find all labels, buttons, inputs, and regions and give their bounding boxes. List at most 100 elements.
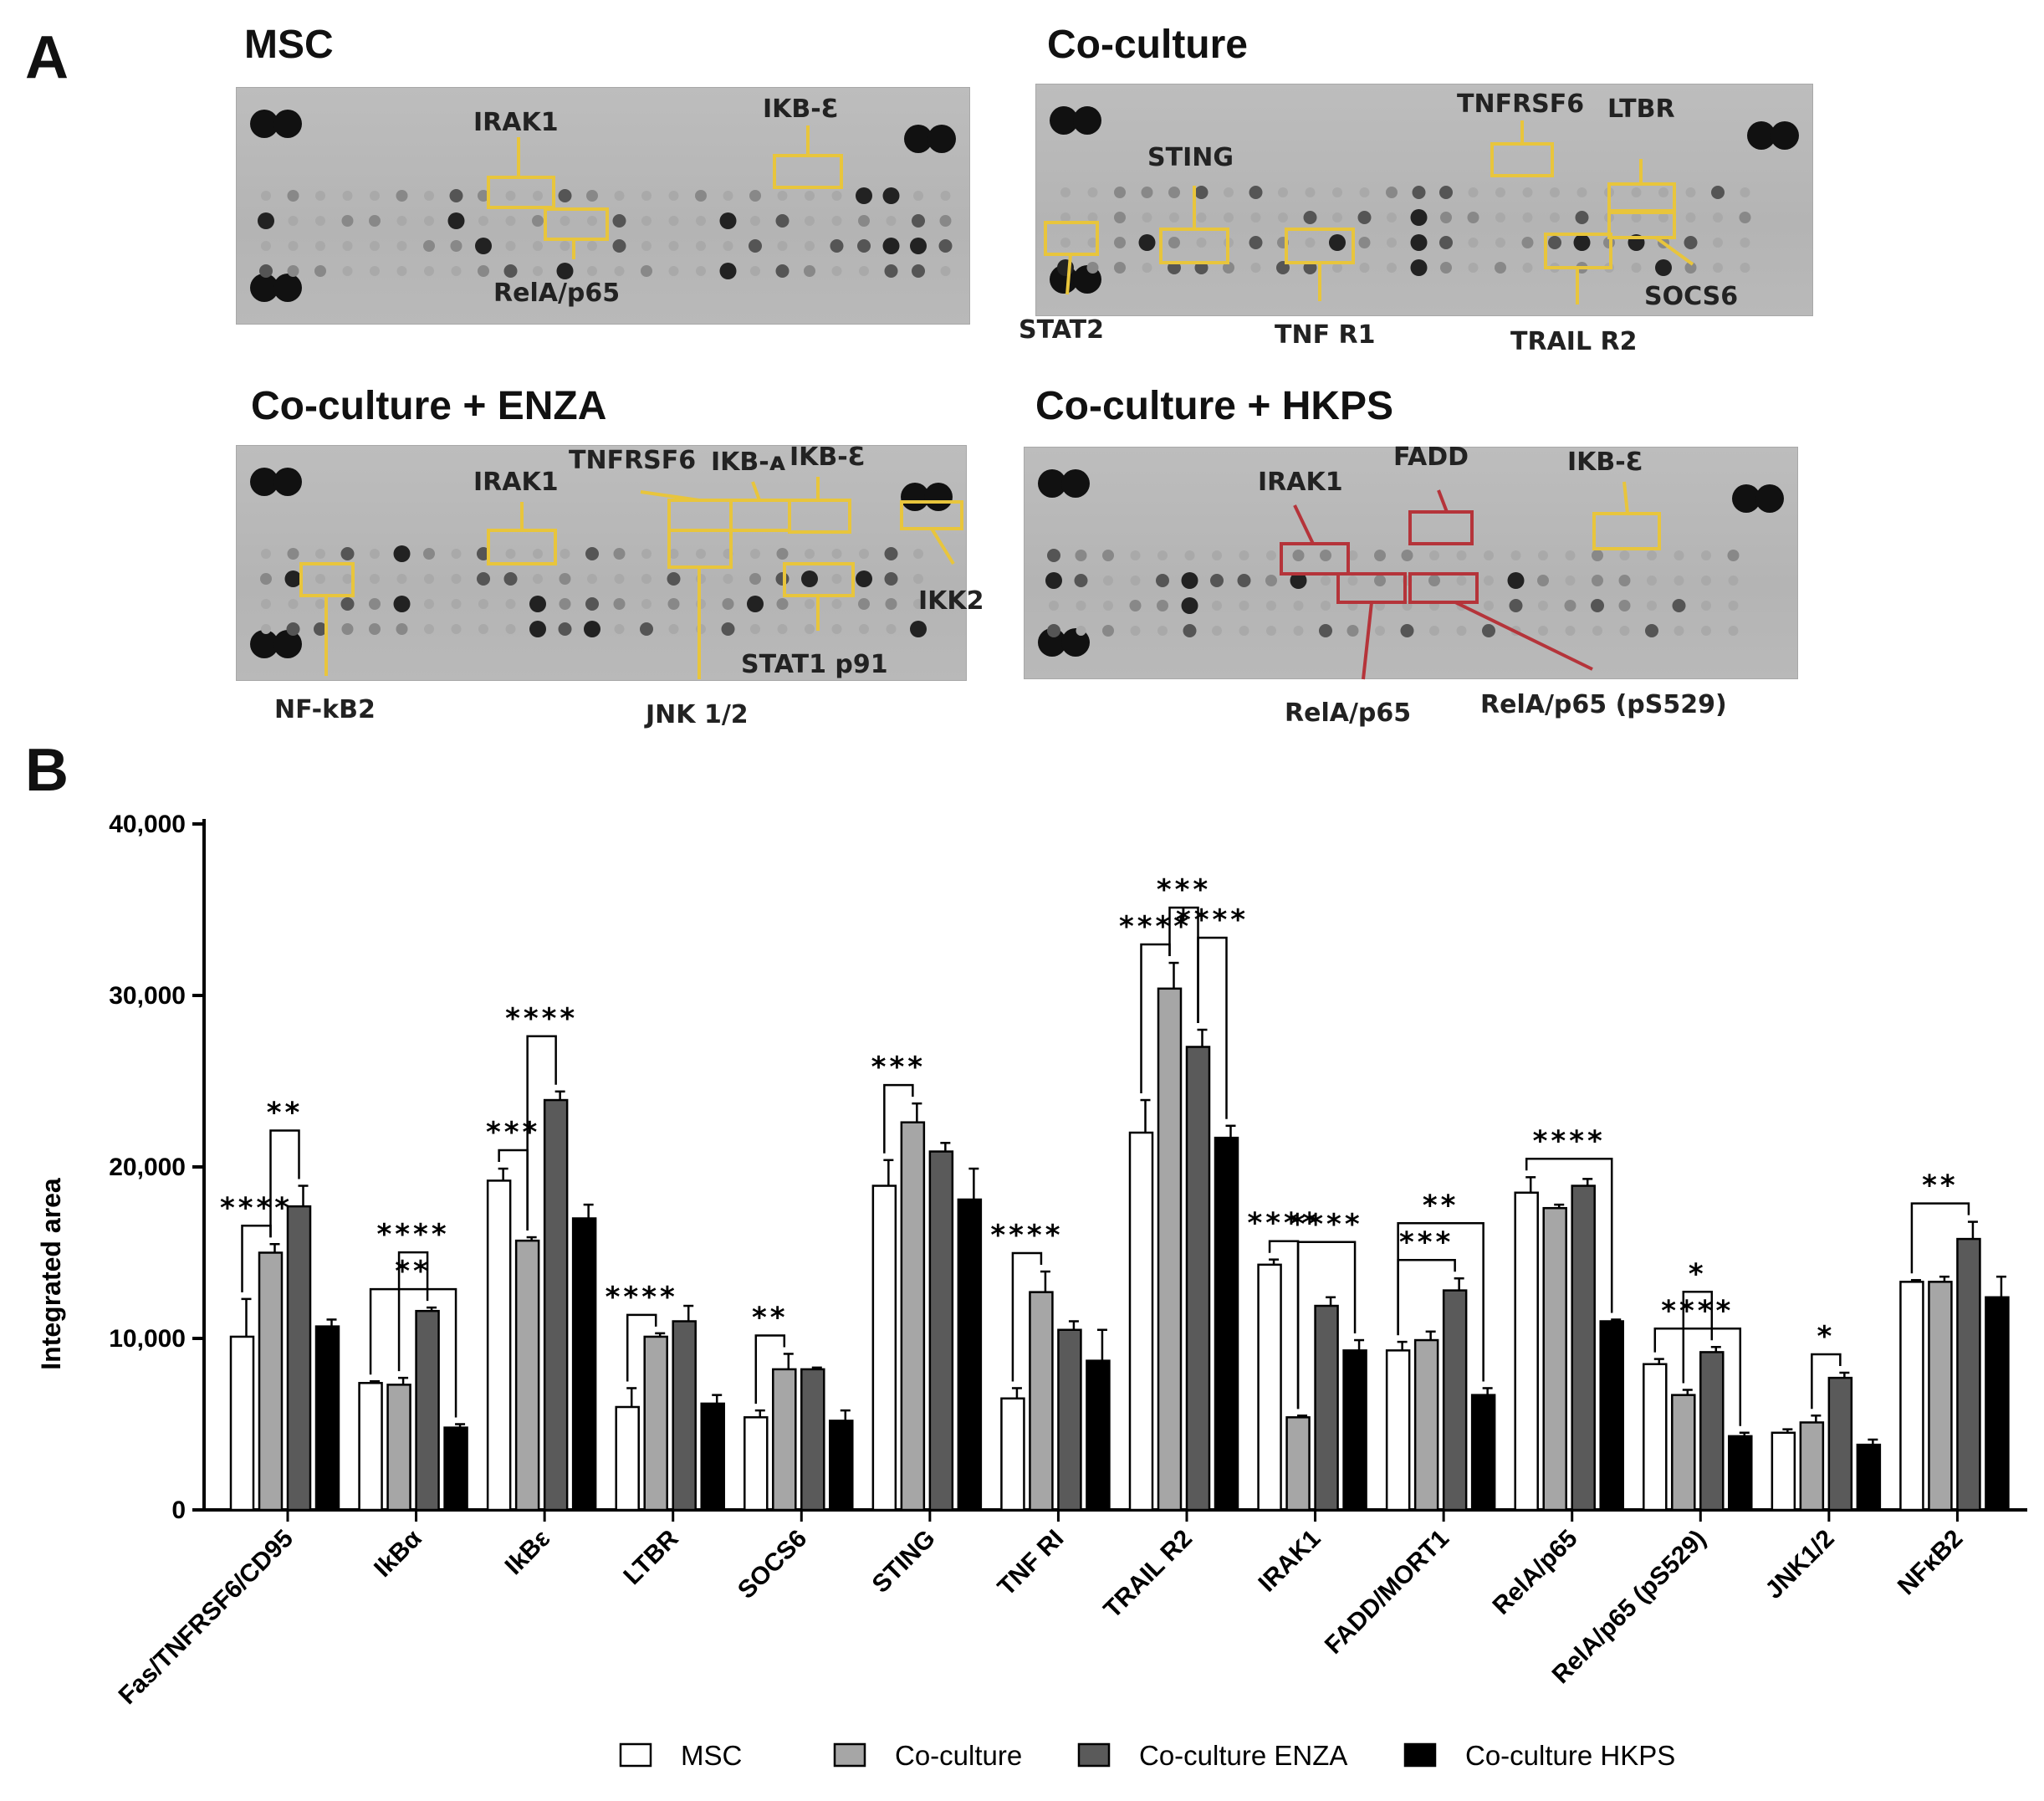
blot-spot — [505, 599, 516, 609]
x-tick-label: NFκB2 — [1893, 1525, 1969, 1601]
blot-spot — [261, 549, 271, 559]
bar-co-culture-hkps — [700, 1402, 725, 1512]
blot-spot — [288, 216, 299, 226]
significance-label: **** — [377, 1218, 450, 1251]
blot-spot — [1684, 262, 1697, 274]
blot-spot — [1410, 234, 1428, 251]
blot-spot — [1102, 625, 1114, 637]
label-co-socs6: SOCS6 — [1644, 282, 1738, 311]
significance-label: ** — [1423, 1189, 1459, 1222]
x-tick-label: TRAIL R2 — [1099, 1525, 1198, 1624]
blot-spot — [1249, 236, 1263, 249]
bar-msc — [615, 1405, 640, 1512]
blot-spot — [805, 216, 815, 226]
blot-spot — [1387, 263, 1397, 273]
box-co-tnfrsf6 — [1490, 142, 1554, 177]
blot-spot — [369, 215, 381, 227]
bar-co-culture — [772, 1368, 797, 1512]
blot-spot — [1592, 575, 1603, 586]
blot-spot — [1168, 237, 1180, 248]
blot-spot — [1647, 576, 1657, 586]
blot-spot — [1713, 238, 1723, 248]
blot-spot — [805, 191, 815, 201]
blot-spot — [1456, 550, 1467, 560]
blot-spot — [1645, 624, 1658, 637]
blot-spot — [1428, 575, 1440, 586]
blot-spot — [1727, 550, 1740, 561]
blot-spot — [856, 570, 872, 587]
bar-co-culture — [1285, 1416, 1311, 1512]
blot-spot — [1375, 626, 1385, 636]
blot-spot — [529, 621, 546, 637]
blot-spot — [750, 266, 760, 276]
blot-spot — [1672, 599, 1686, 612]
blot-spot — [1087, 212, 1098, 223]
blot-spot — [477, 572, 490, 586]
blot-spot — [1359, 187, 1370, 197]
blot-spot — [1103, 576, 1113, 586]
bar-co-culture — [258, 1251, 284, 1512]
label-co-ltbr: LTBR — [1607, 95, 1675, 124]
panel-b-letter: B — [25, 737, 69, 804]
blot-spot — [369, 623, 381, 635]
blot-spot — [614, 574, 625, 584]
box-hkps-relap — [1408, 572, 1479, 604]
blot-spot — [1130, 576, 1141, 586]
reference-spot — [273, 630, 302, 658]
blot-spot — [1647, 550, 1657, 560]
x-tick-label: STING — [867, 1525, 941, 1599]
blot-spot — [1266, 550, 1276, 560]
blot-spot — [1060, 238, 1071, 248]
blot-spot — [1239, 626, 1249, 636]
reference-spot — [273, 274, 302, 302]
label-enza-nfkb2: NF-kB2 — [274, 695, 376, 724]
significance-label: *** — [1399, 1225, 1454, 1259]
significance-bracket — [1525, 1158, 1613, 1313]
blot-spot — [260, 573, 272, 585]
blot-spot — [1482, 624, 1495, 637]
bar-co-culture-enza — [1956, 1237, 1981, 1512]
blot-spot — [912, 264, 925, 278]
blot-spot — [886, 624, 897, 634]
label-co-tnfr1: TNF R1 — [1275, 320, 1375, 350]
blot-spot — [1711, 186, 1725, 199]
blot-spots — [250, 106, 1799, 658]
blot-spot — [1047, 549, 1060, 562]
blot-spot — [1266, 626, 1276, 636]
blot-spot — [424, 574, 434, 584]
blot-spot — [451, 574, 462, 584]
reference-spot — [1038, 469, 1066, 498]
blot-spot — [641, 574, 652, 584]
bar-co-culture-enza — [286, 1205, 312, 1512]
chart-x-labels: Fas/TNFRSF6/CD95 IkBα IkBε LTBR SOCS6 STING TN… — [114, 1510, 1969, 1710]
blot-spot — [1076, 601, 1086, 611]
blot-spot — [449, 189, 463, 202]
blot-spot — [1290, 572, 1307, 589]
blot-spot — [314, 622, 327, 636]
blot-spot — [341, 215, 354, 227]
blot-spot — [584, 621, 600, 637]
bar-co-culture-enza — [1314, 1304, 1339, 1512]
blot-spot — [587, 574, 597, 584]
blot-spot — [749, 239, 762, 253]
blot-spot — [1538, 601, 1548, 611]
blot-spot — [1484, 550, 1494, 560]
bar-msc — [1643, 1363, 1668, 1512]
blot-spot — [315, 549, 325, 559]
box-hkps-rela — [1336, 572, 1407, 604]
blot-spot — [1713, 263, 1723, 273]
blot-spot — [1631, 187, 1642, 197]
blot-spot — [1495, 187, 1505, 197]
blot-spot — [1410, 209, 1428, 226]
box-enza-ikbe — [788, 499, 851, 534]
blot-spot — [1565, 576, 1576, 586]
blot-spot — [721, 622, 735, 636]
blot-spot — [585, 597, 599, 611]
significance-label: **** — [1533, 1124, 1606, 1158]
blot-spot — [719, 263, 737, 279]
blot-hkps — [1024, 447, 1798, 679]
blot-spot — [1713, 212, 1723, 223]
blot-spot — [1495, 238, 1505, 248]
blot-spot — [1265, 575, 1277, 586]
